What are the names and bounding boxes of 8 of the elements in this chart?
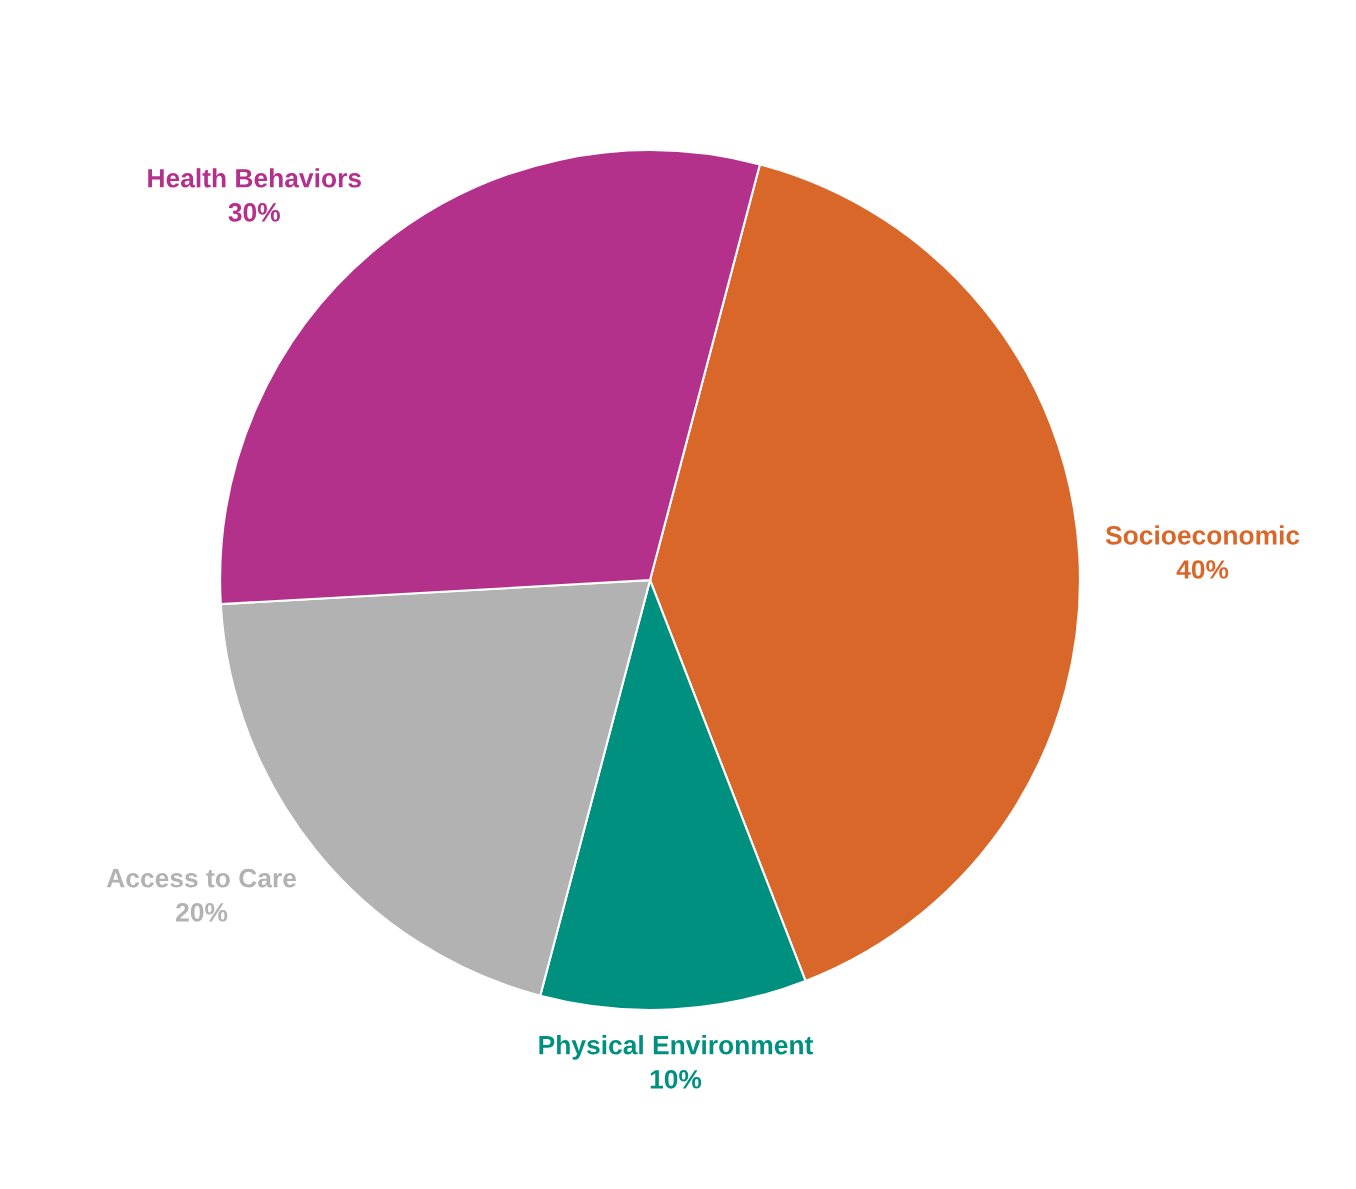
data-label: 30%: [228, 203, 280, 222]
slice-label: Physical Environment: [539, 1035, 814, 1060]
slice-label: Access to Care: [106, 868, 296, 888]
slice-label: Socioeconomic: [1105, 525, 1300, 545]
data-label: 10%: [650, 1069, 702, 1089]
data-label: 40%: [1176, 560, 1229, 579]
slice-label: Health Behaviors: [148, 168, 361, 188]
data-label: 20%: [176, 902, 228, 922]
